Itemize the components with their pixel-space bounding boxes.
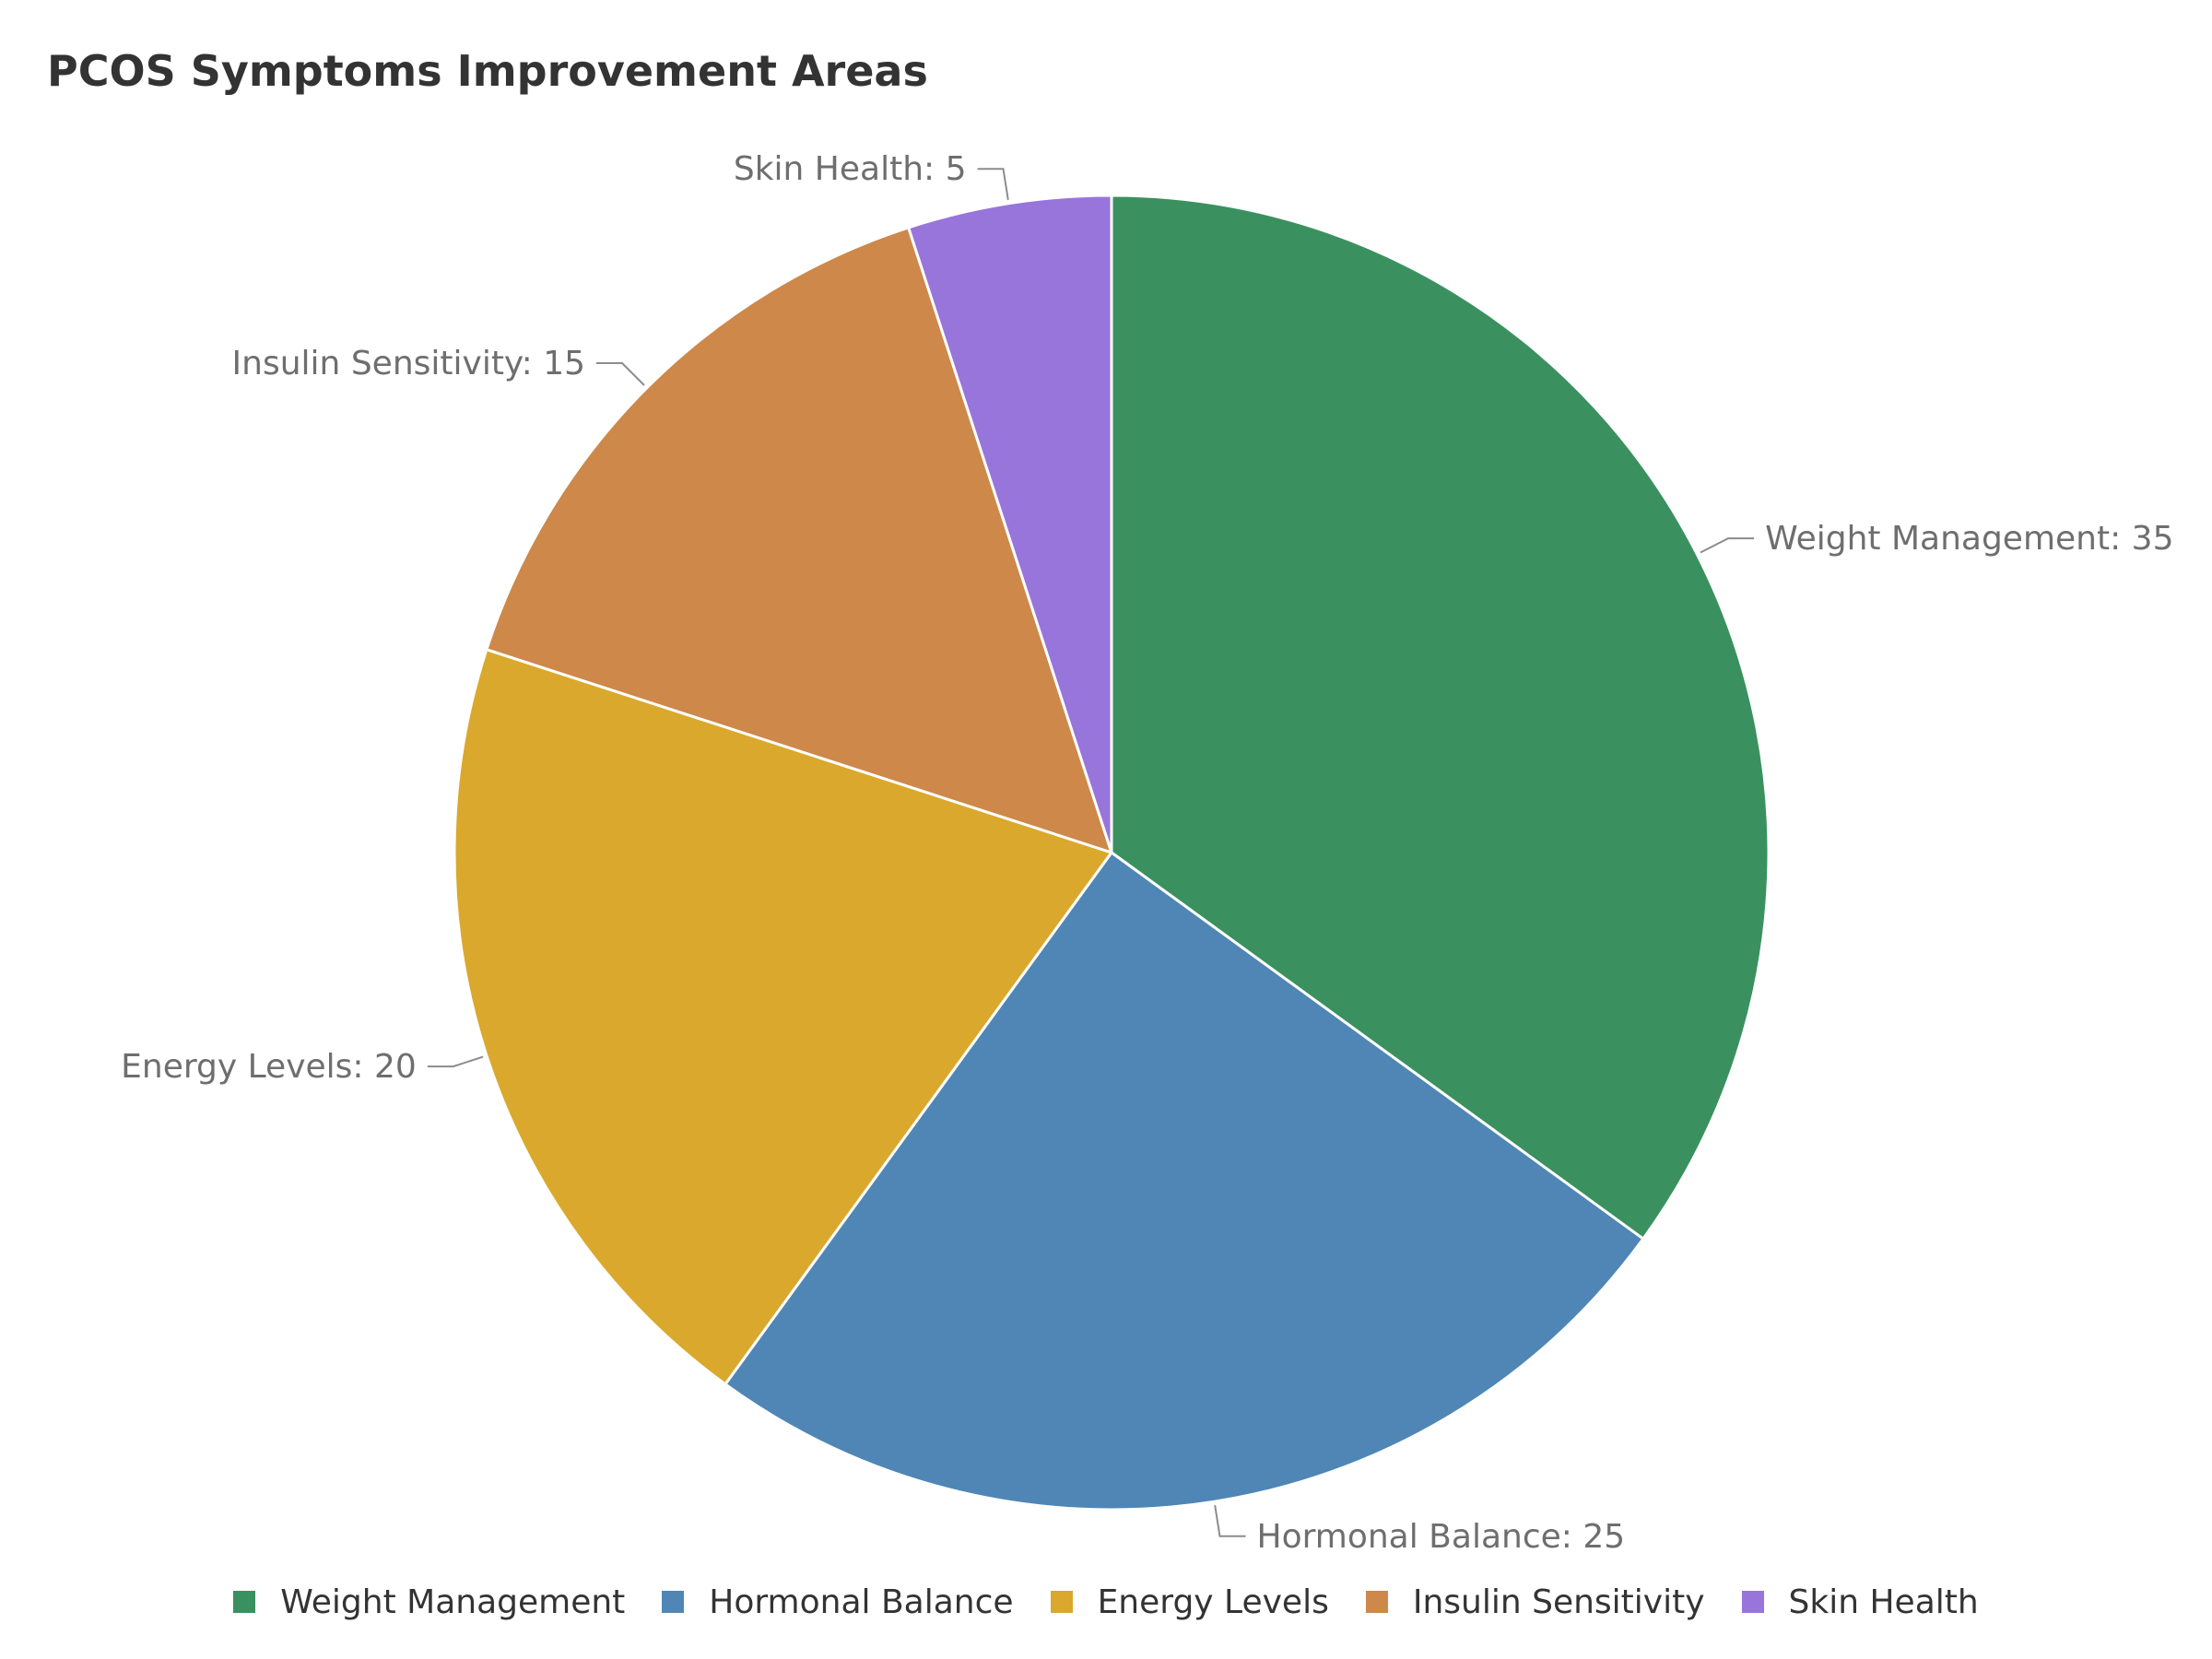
legend-label: Energy Levels [1097, 1583, 1329, 1621]
legend-swatch [1741, 1591, 1764, 1613]
legend-label: Skin Health [1788, 1583, 1979, 1621]
legend-label: Insulin Sensitivity [1412, 1583, 1705, 1621]
legend-item-energy-levels[interactable]: Energy Levels [1050, 1580, 1329, 1624]
slice-label-energy-levels: Energy Levels: 20 [121, 1048, 417, 1086]
chart-legend: Weight Management Hormonal Balance Energy … [0, 1580, 2212, 1624]
slice-label-insulin-sensitivity: Insulin Sensitivity: 15 [232, 345, 585, 382]
pie-slice-hormonal-balance[interactable] [724, 851, 1645, 1512]
leader-line-skin-health [977, 168, 1009, 200]
legend-item-skin-health[interactable]: Skin Health [1741, 1580, 1979, 1624]
pie-slice-weight-management[interactable] [1110, 194, 1771, 1241]
legend-swatch [1050, 1591, 1073, 1613]
leader-line-weight-management [1700, 537, 1755, 554]
legend-swatch [233, 1591, 256, 1613]
legend-label: Hormonal Balance [709, 1583, 1014, 1621]
slice-label-hormonal-balance: Hormonal Balance: 25 [1257, 1518, 1626, 1556]
legend-swatch [662, 1591, 685, 1613]
slice-label-weight-management: Weight Management: 35 [1765, 520, 2173, 558]
pie-slice-energy-levels[interactable] [453, 648, 1113, 1386]
pie-slice-skin-health[interactable] [907, 194, 1113, 854]
legend-swatch [1365, 1591, 1388, 1613]
legend-item-weight-management[interactable]: Weight Management [233, 1580, 625, 1624]
legend-label: Weight Management [280, 1583, 626, 1621]
leader-line-hormonal-balance [1214, 1505, 1246, 1537]
slice-label-skin-health: Skin Health: 5 [734, 150, 967, 188]
legend-item-insulin-sensitivity[interactable]: Insulin Sensitivity [1365, 1580, 1705, 1624]
chart-title: PCOS Symptoms Improvement Areas [47, 46, 928, 96]
legend-item-hormonal-balance[interactable]: Hormonal Balance [662, 1580, 1014, 1624]
leader-line-insulin-sensitivity [596, 362, 645, 386]
pie-slice-insulin-sensitivity[interactable] [485, 226, 1113, 854]
leader-line-energy-levels [427, 1055, 484, 1068]
